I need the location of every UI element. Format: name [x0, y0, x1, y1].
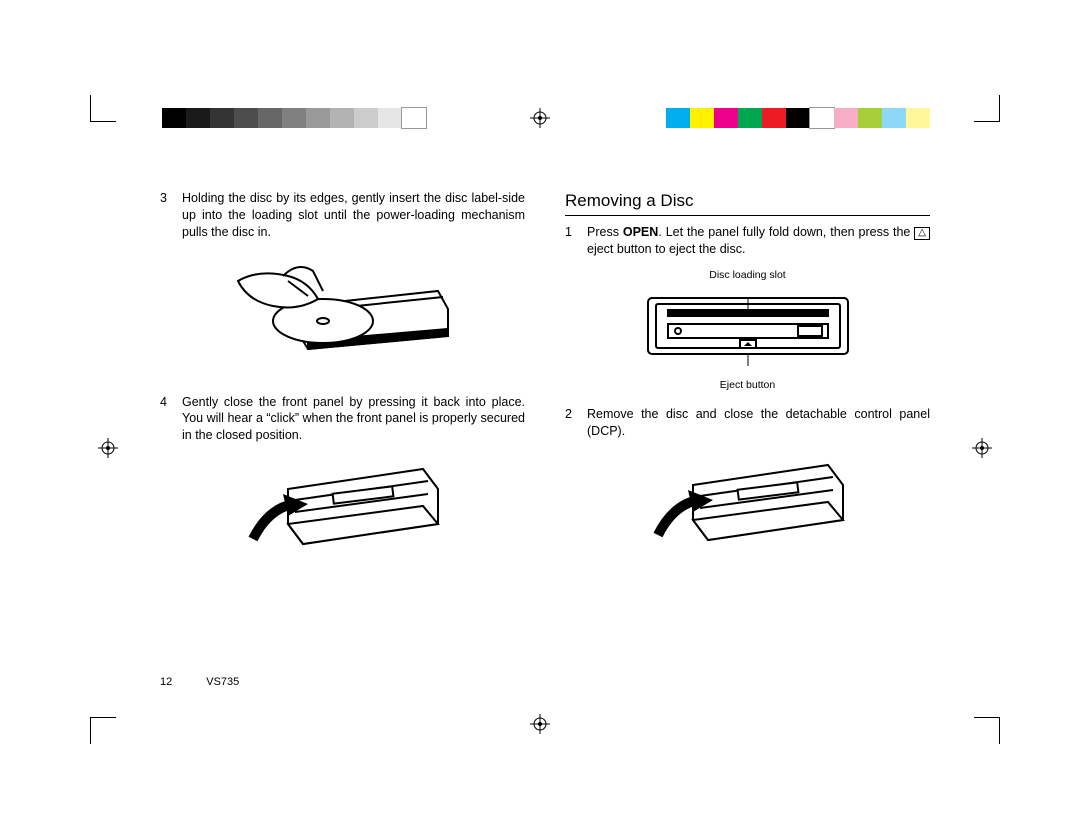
step-number: 2: [565, 406, 587, 440]
step-number: 3: [160, 190, 182, 241]
color-bar-grayscale: [162, 108, 426, 128]
registration-mark-right: [972, 438, 992, 458]
step1-part-a: Press: [587, 225, 623, 239]
page-footer: 12 VS735: [160, 676, 239, 688]
registration-mark-bottom: [530, 714, 550, 734]
page-number: 12: [160, 676, 172, 688]
step1-part-c: eject button to eject the disc.: [587, 242, 745, 256]
step-number: 1: [565, 224, 587, 258]
step-text: Remove the disc and close the detachable…: [587, 406, 930, 440]
crop-mark-br: [960, 704, 1000, 744]
crop-mark-tr: [960, 95, 1000, 135]
crop-mark-tl: [90, 95, 130, 135]
right-column: Removing a Disc 1 Press OPEN. Let the pa…: [565, 190, 930, 684]
illustration-front-view: [565, 286, 930, 376]
step-text: Holding the disc by its edges, gently in…: [182, 190, 525, 241]
step-number: 4: [160, 394, 182, 445]
callout-disc-loading-slot: Disc loading slot: [565, 268, 930, 282]
registration-mark-top: [530, 108, 550, 128]
callout-eject-button: Eject button: [565, 378, 930, 392]
step-text: Press OPEN. Let the panel fully fold dow…: [587, 224, 930, 258]
eject-icon: △: [914, 227, 930, 240]
illustration-close-panel-right: [565, 450, 930, 565]
step-1: 1 Press OPEN. Let the panel fully fold d…: [565, 224, 930, 258]
step1-bold: OPEN: [623, 225, 658, 239]
left-column: 3 Holding the disc by its edges, gently …: [160, 190, 525, 684]
illustration-insert-disc: [160, 251, 525, 376]
crop-mark-bl: [90, 704, 130, 744]
step-text: Gently close the front panel by pressing…: [182, 394, 525, 445]
color-bar-process: [666, 108, 930, 128]
step-3: 3 Holding the disc by its edges, gently …: [160, 190, 525, 241]
manual-page-content: 3 Holding the disc by its edges, gently …: [160, 190, 930, 684]
illustration-close-panel: [160, 454, 525, 569]
step1-part-b: . Let the panel fully fold down, then pr…: [658, 225, 914, 239]
registration-mark-left: [98, 438, 118, 458]
step-2: 2 Remove the disc and close the detachab…: [565, 406, 930, 440]
section-title: Removing a Disc: [565, 190, 930, 216]
model-number: VS735: [206, 676, 239, 688]
step-4: 4 Gently close the front panel by pressi…: [160, 394, 525, 445]
